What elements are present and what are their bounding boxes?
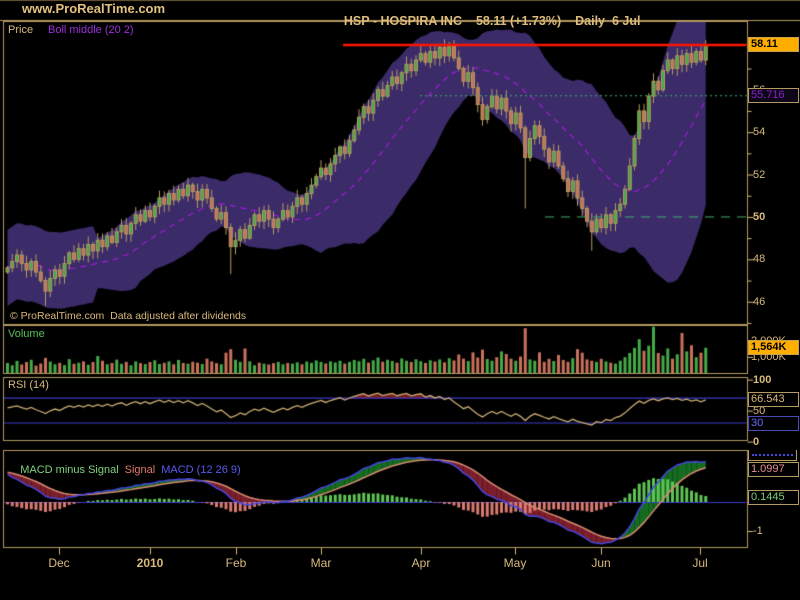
price-axis-ticks-item: 46	[753, 295, 766, 308]
time-axis-labels-item: Jul	[692, 556, 708, 570]
rsi-panel-label[interactable]: RSI (14)	[8, 379, 49, 391]
price-panel-label: Price	[8, 24, 34, 36]
last-volume-box: 1,564K	[748, 339, 799, 355]
price-axis-ticks-item: 48	[753, 253, 766, 266]
macd-line-label: MACD (12 26 9)	[161, 464, 241, 476]
time-axis-labels-item: Jun	[591, 556, 611, 570]
last-price-box: 58.11	[748, 37, 799, 52]
macd-hist-value-box: 0.1445	[748, 489, 799, 505]
bollinger-middle-value-box: 55.716	[748, 87, 799, 103]
macd-axis-ticks-item: -1	[753, 525, 763, 537]
symbol-name: HSP - HOSPIRA INC	[343, 14, 462, 28]
copyright-notice: © ProRealTime.com Data adjusted after di…	[10, 310, 247, 322]
time-axis-labels-item: Apr	[411, 556, 431, 570]
macd-value-box-clipped	[748, 450, 797, 461]
time-axis-labels-item: Feb	[225, 556, 247, 570]
rsi-axis-ticks-item: 0	[753, 435, 760, 448]
rsi-oversold-box: 30	[748, 416, 799, 431]
rsi-axis-ticks-item: 100	[753, 373, 772, 386]
macd-hist-label: MACD minus Signal	[20, 464, 119, 476]
timeframe-date: Daily 6 Jul	[575, 14, 641, 28]
time-axis-labels-item: Dec	[48, 556, 70, 570]
last-price-change: 58.11 (+1.73%)	[475, 14, 562, 28]
macd-signal-value-box: 1.0997	[748, 462, 799, 478]
site-logo[interactable]: www.ProRealTime.com	[22, 1, 166, 16]
macd-signal-label: Signal	[124, 464, 156, 476]
rsi-value-box: 66.543	[748, 392, 799, 408]
time-axis-labels-item: May	[503, 556, 527, 570]
chart-title: HSP - HOSPIRA INC 58.11 (+1.73%) Daily 6 J…	[330, 3, 641, 39]
bollinger-indicator-label[interactable]: Boll middle (20 2)	[48, 24, 134, 36]
volume-panel-label[interactable]: Volume	[8, 328, 45, 340]
rsi-axis-ticks-item: 50	[753, 404, 766, 417]
time-axis-labels-item: 2010	[136, 556, 164, 570]
time-axis-labels-item: Mar	[310, 556, 332, 570]
price-axis-ticks-item: 50	[753, 210, 766, 223]
price-axis-ticks-item: 52	[753, 168, 766, 181]
price-axis-ticks-item: 54	[753, 126, 766, 139]
macd-panel-labels[interactable]: MACD minus Signal Signal MACD (12 26 9)	[8, 452, 247, 488]
